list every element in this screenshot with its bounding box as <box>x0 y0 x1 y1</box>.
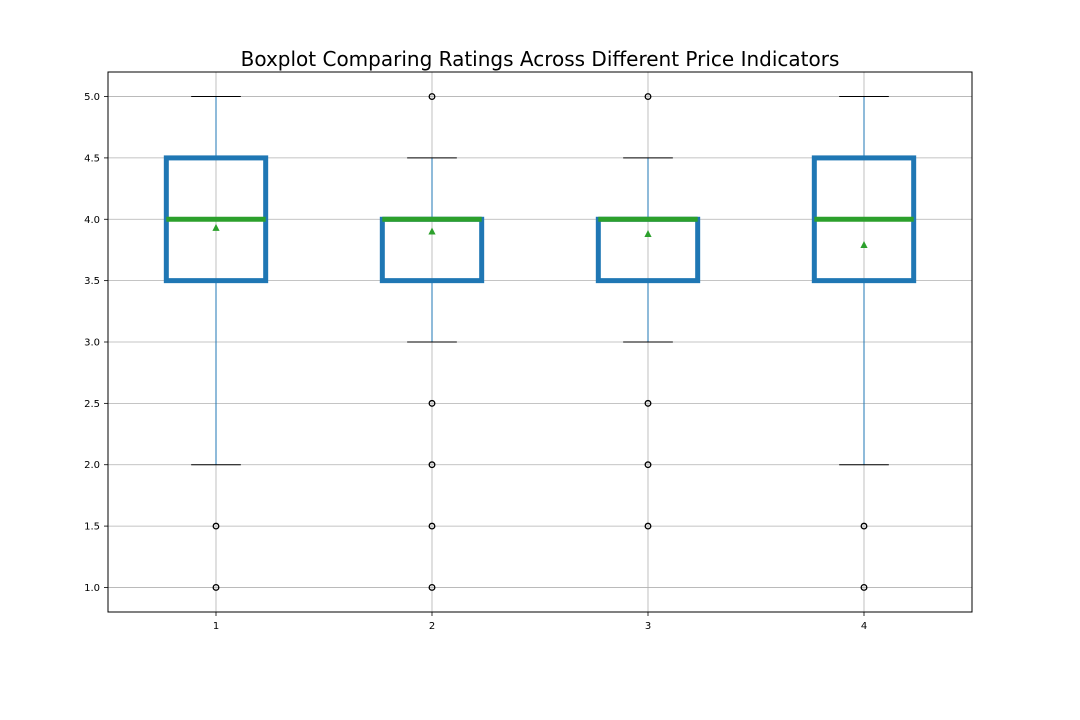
outlier-point <box>428 584 436 591</box>
y-tick-label: 4.5 <box>84 153 100 164</box>
x-tick-label: 2 <box>429 621 435 632</box>
x-tick-label: 1 <box>213 621 219 632</box>
grid-lines <box>108 72 972 612</box>
y-tick-label: 2.0 <box>84 460 100 471</box>
y-tick-label: 3.0 <box>84 338 100 349</box>
outlier-point <box>428 522 436 530</box>
mean-marker <box>860 241 868 249</box>
outlier-point <box>860 584 868 591</box>
x-tick-label: 3 <box>645 621 651 632</box>
outlier-point <box>644 93 652 100</box>
x-tick-label: 4 <box>861 621 867 632</box>
box-group-1 <box>163 96 269 591</box>
outlier-point <box>212 584 220 591</box>
outlier-point <box>644 522 652 530</box>
y-tick-label: 5.0 <box>84 92 100 103</box>
y-tick-label: 4.0 <box>84 215 100 226</box>
y-tick-label: 3.5 <box>84 276 100 287</box>
chart-title: Boxplot Comparing Ratings Across Differe… <box>240 47 840 71</box>
outlier-point <box>428 399 436 407</box>
y-tick-label: 2.5 <box>84 399 100 410</box>
mean-marker <box>428 227 436 235</box>
axis-ticks: 1.0 1.5 2.0 2.5 3.0 3.5 4.0 4.5 5.0 1 2 3 4 <box>84 92 867 632</box>
outlier-point <box>644 399 652 407</box>
box-group-3 <box>595 93 701 530</box>
outlier-point <box>860 522 868 530</box>
outlier-point <box>428 461 436 469</box>
outlier-point <box>644 461 652 469</box>
mean-marker <box>212 223 220 231</box>
box-group-4 <box>811 96 917 591</box>
boxes <box>163 93 917 591</box>
outlier-point <box>428 93 436 100</box>
y-tick-label: 1.5 <box>84 522 100 533</box>
y-tick-label: 1.0 <box>84 583 100 594</box>
mean-marker <box>644 230 652 237</box>
outlier-point <box>212 522 220 530</box>
box-group-2 <box>379 93 485 591</box>
